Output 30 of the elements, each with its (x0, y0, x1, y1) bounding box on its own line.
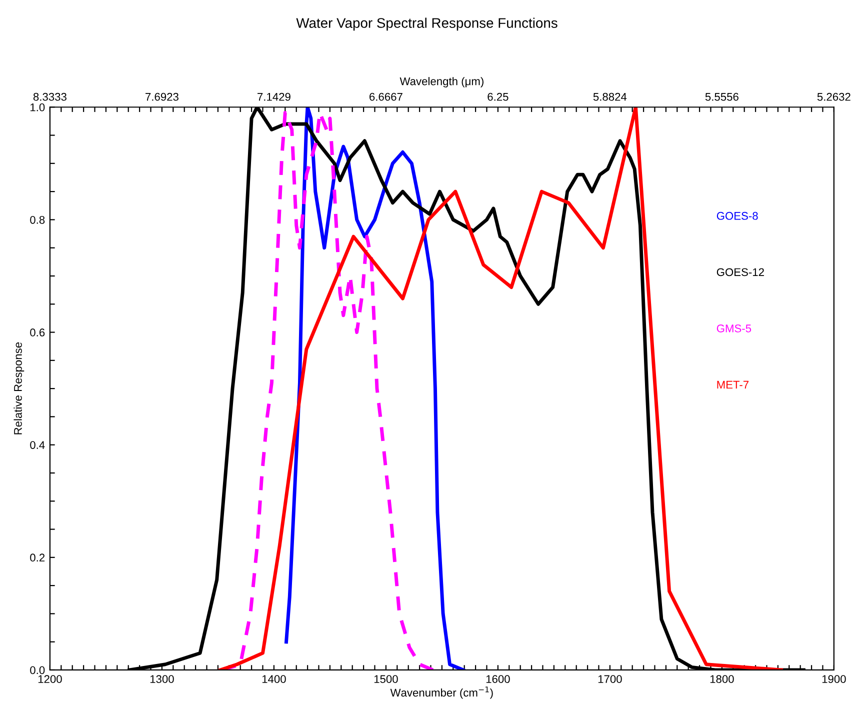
y-tick-label: 0.8 (30, 216, 45, 224)
x-axis-title: Wavenumber (cm$^{−1}$) (390, 686, 493, 699)
text: 5.2632 (817, 92, 850, 101)
text: 6.25 (488, 92, 508, 101)
x-tick-label: 1800 (710, 675, 734, 684)
text: GMS-5 (716, 324, 752, 332)
text: 5.5556 (705, 92, 738, 101)
y-tick-label: 0.4 (30, 441, 45, 449)
y-tick-label: 0.0 (30, 666, 45, 674)
x-tick-label: 1400 (262, 675, 286, 684)
x-tick-label: 1300 (150, 675, 174, 684)
y-axis-title: Relative Response (14, 342, 24, 434)
x-tick-label: 1700 (598, 675, 622, 684)
x2-axis-title: Wavelength (μm) (400, 77, 484, 88)
text: 7.6923 (146, 92, 178, 101)
text: 5.8824 (593, 92, 627, 101)
text: 6.6667 (370, 92, 402, 101)
chart-title: Water Vapor Spectral Response Functions (296, 18, 558, 31)
text: GOES-12 (716, 268, 764, 276)
x-tick-label: 1900 (822, 675, 846, 684)
text: MET-7 (717, 380, 748, 389)
x-tick-label: 1500 (374, 675, 398, 684)
x-tick-label: 1200 (38, 675, 62, 684)
text: GOES-8 (716, 212, 758, 220)
y-tick-label: 0.6 (30, 328, 45, 336)
y-tick-label: 1.0 (30, 103, 45, 112)
text: 7.1429 (258, 92, 290, 101)
text: 8.3333 (33, 92, 66, 101)
y-tick-label: 0.2 (30, 554, 45, 562)
x-tick-label: 1600 (486, 675, 510, 684)
